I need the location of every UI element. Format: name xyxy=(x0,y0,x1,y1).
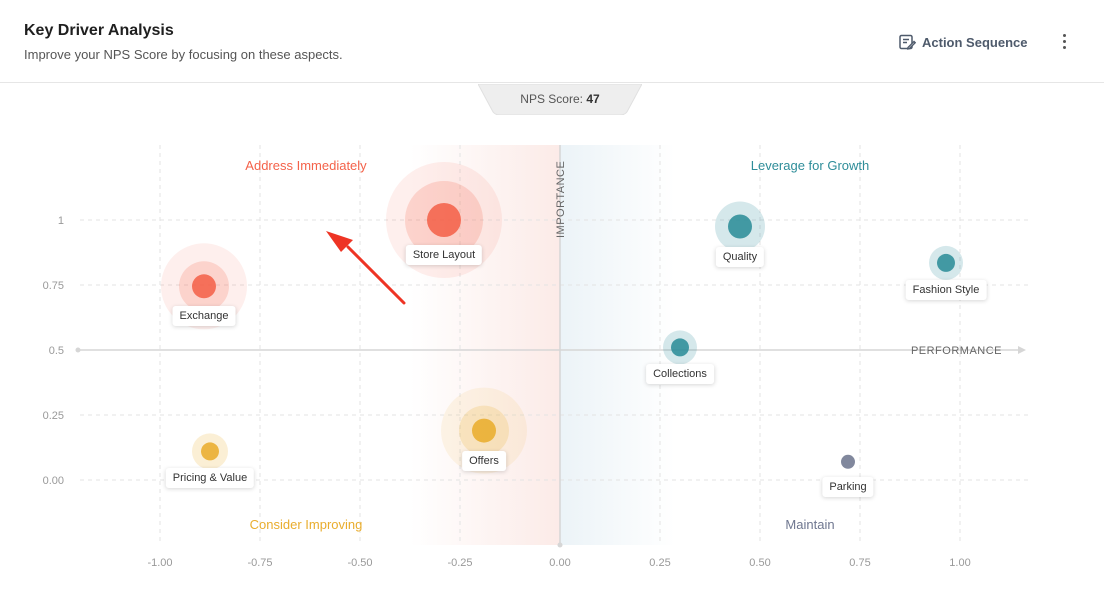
quadrant-label-address-immediately: Address Immediately xyxy=(245,158,367,173)
bubble-label-collections: Collections xyxy=(646,364,714,385)
y-axis-label: IMPORTANCE xyxy=(555,161,567,238)
more-options-icon[interactable] xyxy=(1056,31,1072,53)
nps-score-label: NPS Score: xyxy=(520,92,583,106)
bubble-point xyxy=(841,454,855,469)
x-tick-label: 1.00 xyxy=(949,557,970,569)
bubble-label-fashion-style: Fashion Style xyxy=(905,279,987,300)
x-tick-label: 0.00 xyxy=(549,557,570,569)
x-axis-arrow-icon xyxy=(1018,346,1026,354)
bubble-point xyxy=(192,274,216,299)
annotation-arrow-line xyxy=(346,245,406,305)
bubble-pricing-value[interactable] xyxy=(192,433,228,470)
x-tick-label: 0.25 xyxy=(649,557,670,569)
bubble-point xyxy=(937,253,955,272)
bubble-fashion-style[interactable] xyxy=(929,245,963,280)
page-title: Key Driver Analysis xyxy=(24,22,174,39)
action-sequence-button[interactable]: Action Sequence xyxy=(898,31,1027,53)
quadrant-label-consider-improving: Consider Improving xyxy=(250,517,363,532)
bubble-point xyxy=(472,418,496,443)
bubble-collections[interactable] xyxy=(663,330,697,365)
bubble-label-store-layout: Store Layout xyxy=(405,245,483,265)
action-sequence-label: Action Sequence xyxy=(922,34,1028,50)
bubble-point xyxy=(201,442,219,461)
bubble-label-parking: Parking xyxy=(822,476,874,497)
y-tick-label: 0.25 xyxy=(43,410,64,422)
nps-score-value: 47 xyxy=(586,92,600,106)
bubble-quality[interactable] xyxy=(715,201,765,252)
y-tick-label: 0.5 xyxy=(49,345,64,357)
bubble-label-offers: Offers xyxy=(462,450,506,471)
nps-score-badge: NPS Score: 47 xyxy=(478,84,642,115)
x-tick-label: 0.75 xyxy=(849,557,870,569)
bubble-label-exchange: Exchange xyxy=(172,306,236,327)
y-tick-label: 1 xyxy=(58,215,64,227)
bubble-point xyxy=(427,203,461,237)
page-subtitle: Improve your NPS Score by focusing on th… xyxy=(24,47,343,62)
edit-note-icon xyxy=(898,33,916,51)
quadrant-label-leverage-for-growth: Leverage for Growth xyxy=(751,158,870,173)
y-axis-origin-dot xyxy=(557,542,563,548)
annotation-arrow-head-icon xyxy=(326,231,353,252)
bubble-label-pricing-value: Pricing & Value xyxy=(165,468,255,489)
bubble-label-quality: Quality xyxy=(715,246,765,267)
x-tick-label: -0.25 xyxy=(447,557,472,569)
quadrant-label-maintain: Maintain xyxy=(785,517,834,532)
y-tick-label: 0.75 xyxy=(43,280,64,292)
bubble-point xyxy=(728,214,752,239)
bubble-parking[interactable] xyxy=(841,454,855,469)
x-axis-label: PERFORMANCE xyxy=(911,345,1002,357)
x-tick-label: -0.50 xyxy=(347,557,372,569)
growth-band xyxy=(560,145,675,545)
x-axis-origin-dot xyxy=(75,347,81,353)
page-header: Key Driver Analysis Improve your NPS Sco… xyxy=(0,0,1104,83)
y-tick-label: 0.00 xyxy=(43,475,64,487)
x-tick-label: 0.50 xyxy=(749,557,770,569)
x-tick-label: -1.00 xyxy=(147,557,172,569)
x-tick-label: -0.75 xyxy=(247,557,272,569)
bubble-point xyxy=(671,338,689,357)
